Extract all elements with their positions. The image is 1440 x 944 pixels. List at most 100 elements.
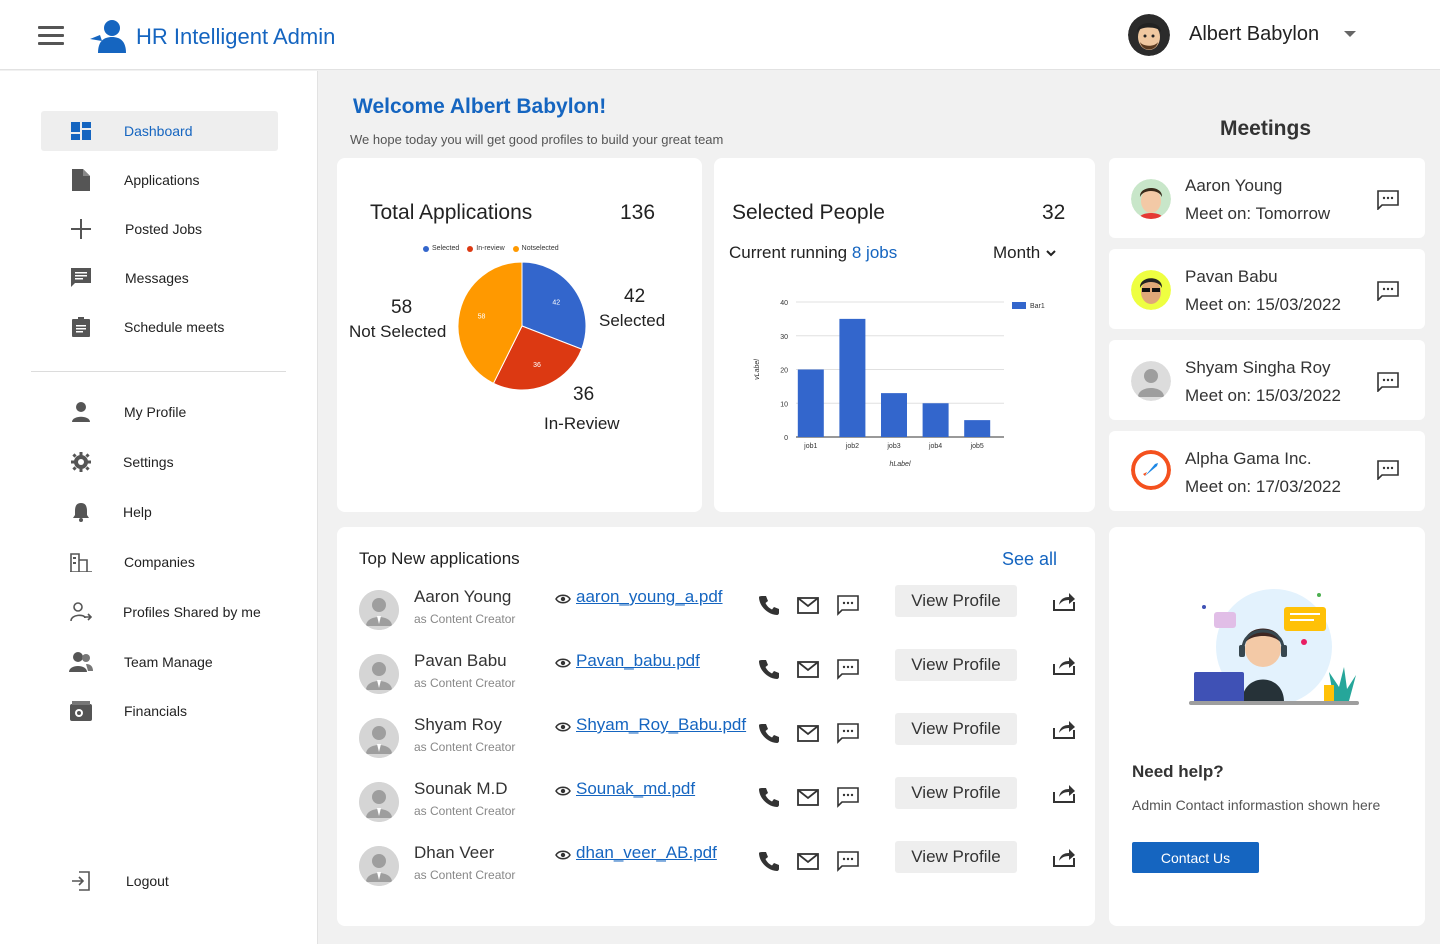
pie-legend: Selected In-review Notselected — [423, 245, 559, 252]
chat-icon[interactable] — [1377, 460, 1399, 480]
mail-icon[interactable] — [797, 658, 819, 680]
help-text: Admin Contact informastion shown here — [1132, 797, 1381, 813]
period-select[interactable]: Month — [993, 243, 1056, 263]
meeting-card[interactable]: Alpha Gama Inc. Meet on: 17/03/2022 — [1109, 431, 1425, 511]
sidebar-item-settings[interactable]: Settings — [41, 442, 278, 482]
applicant-role: as Content Creator — [414, 612, 516, 626]
eye-icon[interactable] — [555, 849, 571, 861]
resume-link[interactable]: aaron_young_a.pdf — [576, 587, 723, 606]
chat-icon[interactable] — [1377, 190, 1399, 210]
avatar — [1131, 361, 1171, 401]
sidebar-item-messages[interactable]: Messages — [41, 258, 278, 298]
view-profile-button[interactable]: View Profile — [895, 713, 1017, 745]
resume-link[interactable]: Pavan_babu.pdf — [576, 651, 700, 670]
chat-icon[interactable] — [837, 786, 859, 808]
chat-icon[interactable] — [837, 594, 859, 616]
legend-swatch — [1012, 302, 1026, 309]
wallet-icon — [69, 699, 93, 723]
selected-people-title: Selected People — [732, 201, 885, 224]
x-tick-label: job2 — [845, 443, 859, 450]
view-profile-button[interactable]: View Profile — [895, 585, 1017, 617]
sidebar-item-schedule-meets[interactable]: Schedule meets — [41, 307, 278, 347]
welcome-subtitle: We hope today you will get good profiles… — [350, 132, 724, 147]
chat-icon[interactable] — [837, 850, 859, 872]
share-icon[interactable] — [1052, 846, 1076, 868]
mail-icon[interactable] — [797, 594, 819, 616]
eye-icon[interactable] — [555, 785, 571, 797]
pie-slice-data-label: 42 — [552, 299, 560, 306]
sidebar-item-financials[interactable]: Financials — [41, 691, 278, 731]
chat-icon[interactable] — [1377, 372, 1399, 392]
contact-us-button[interactable]: Contact Us — [1132, 842, 1259, 873]
x-tick-label: job1 — [803, 443, 817, 450]
bar — [964, 420, 991, 437]
sidebar-item-applications[interactable]: Applications — [41, 160, 278, 200]
sidebar-item-profiles-shared[interactable]: Profiles Shared by me — [41, 592, 278, 632]
share-icon[interactable] — [1052, 654, 1076, 676]
y-tick-label: 10 — [780, 401, 788, 408]
sidebar-item-team-manage[interactable]: Team Manage — [41, 642, 278, 682]
sidebar-item-my-profile[interactable]: My Profile — [41, 392, 278, 432]
sidebar-item-posted-jobs[interactable]: Posted Jobs — [41, 209, 278, 249]
legend-label: Bar1 — [1030, 303, 1045, 310]
total-applications-card: Total Applications 136 Selected In-revie… — [337, 158, 702, 512]
applicant-name: Dhan Veer — [414, 843, 495, 862]
eye-icon[interactable] — [555, 721, 571, 733]
running-jobs-link[interactable]: 8 jobs — [851, 243, 898, 262]
sidebar-item-label: Messages — [125, 270, 189, 286]
mail-icon[interactable] — [797, 786, 819, 808]
avatar[interactable] — [359, 782, 399, 822]
meetings-title: Meetings — [1220, 117, 1312, 140]
avatar[interactable] — [359, 590, 399, 630]
chat-icon[interactable] — [837, 658, 859, 680]
resume-link[interactable]: Sounak_md.pdf — [576, 779, 696, 798]
applicant-role: as Content Creator — [414, 740, 516, 754]
view-profile-button[interactable]: View Profile — [895, 777, 1017, 809]
eye-icon[interactable] — [555, 593, 571, 605]
resume-link[interactable]: Shyam_Roy_Babu.pdf — [576, 715, 747, 734]
sidebar-item-companies[interactable]: Companies — [41, 542, 278, 582]
chat-icon[interactable] — [837, 722, 859, 744]
resume-link[interactable]: dhan_veer_AB.pdf — [576, 843, 717, 862]
applicant-role: as Content Creator — [414, 868, 516, 882]
rocket-logo-icon — [1131, 450, 1171, 490]
see-all-link[interactable]: See all — [1002, 549, 1058, 569]
sidebar-item-dashboard[interactable]: Dashboard — [41, 111, 278, 151]
bell-icon — [69, 500, 93, 524]
pie-slice-selected — [521, 261, 587, 350]
meeting-time: Meet on: 15/03/2022 — [1185, 295, 1341, 314]
user-menu-caret-icon[interactable] — [1344, 31, 1356, 37]
phone-icon[interactable] — [758, 594, 780, 616]
avatar[interactable] — [359, 718, 399, 758]
y-tick-label: 0 — [784, 435, 788, 442]
sidebar-item-help[interactable]: Help — [41, 492, 278, 532]
mail-icon[interactable] — [797, 722, 819, 744]
x-axis-label: hLabel — [889, 461, 910, 468]
share-icon[interactable] — [1052, 718, 1076, 740]
meeting-card[interactable]: Shyam Singha Roy Meet on: 15/03/2022 — [1109, 340, 1425, 420]
view-profile-button[interactable]: View Profile — [895, 649, 1017, 681]
phone-icon[interactable] — [758, 850, 780, 872]
chat-icon[interactable] — [1377, 281, 1399, 301]
eye-icon[interactable] — [555, 657, 571, 669]
sidebar-item-logout[interactable]: Logout — [41, 861, 278, 901]
mail-icon[interactable] — [797, 850, 819, 872]
sidebar: Dashboard Applications Posted Jobs Messa… — [0, 71, 318, 944]
user-name: Albert Babylon — [1189, 23, 1320, 45]
legend-item: Selected — [423, 245, 459, 252]
avatar[interactable] — [359, 654, 399, 694]
phone-icon[interactable] — [758, 658, 780, 680]
phone-icon[interactable] — [758, 786, 780, 808]
share-icon[interactable] — [1052, 782, 1076, 804]
applicant-name: Shyam Roy — [414, 715, 502, 734]
hamburger-menu-icon[interactable] — [38, 26, 64, 46]
phone-icon[interactable] — [758, 722, 780, 744]
plus-icon — [69, 217, 93, 241]
meeting-card[interactable]: Pavan Babu Meet on: 15/03/2022 — [1109, 249, 1425, 329]
user-avatar[interactable] — [1128, 14, 1170, 56]
building-icon — [69, 550, 93, 574]
view-profile-button[interactable]: View Profile — [895, 841, 1017, 873]
meeting-card[interactable]: Aaron Young Meet on: Tomorrow — [1109, 158, 1425, 238]
avatar[interactable] — [359, 846, 399, 886]
share-icon[interactable] — [1052, 590, 1076, 612]
